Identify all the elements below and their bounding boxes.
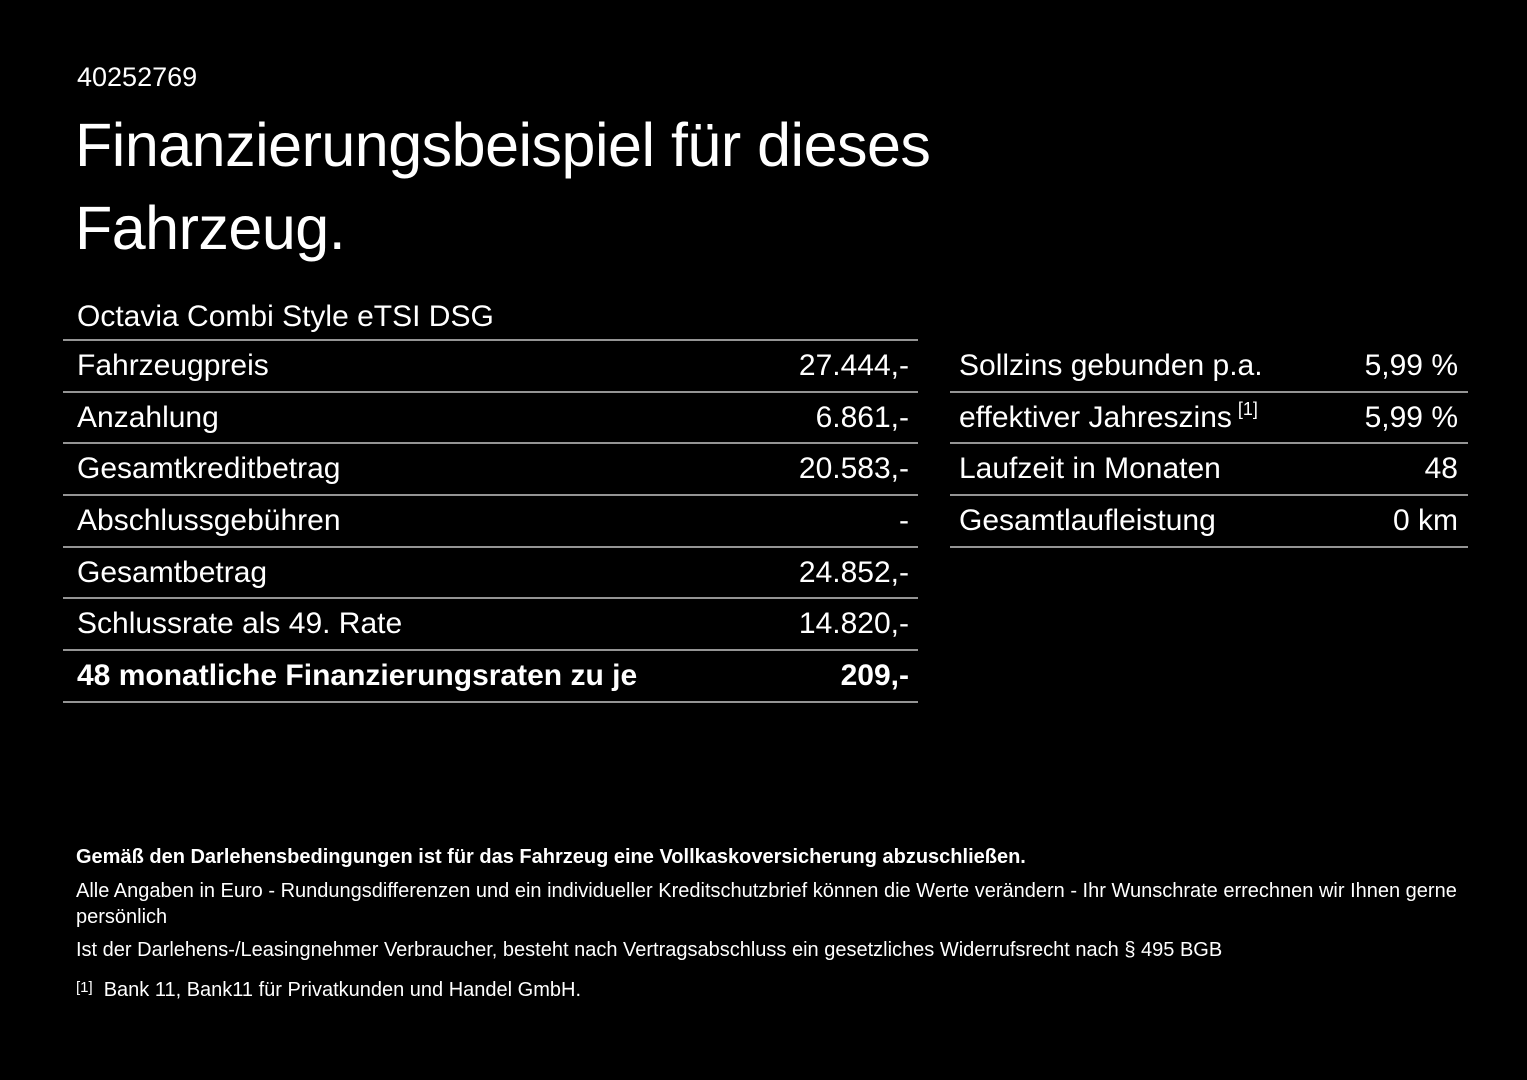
row-label: Gesamtkreditbetrag (77, 452, 341, 486)
euro-note: Alle Angaben in Euro - Rundungsdifferenz… (76, 880, 1457, 928)
legal-footer: Gemäß den Darlehensbedingungen ist für d… (76, 844, 1476, 1005)
table-row: Gesamtkreditbetrag 20.583,- (63, 444, 918, 497)
row-value: 27.444,- (798, 348, 909, 382)
conditions-table: Sollzins gebunden p.a. 5,99 % effektiver… (950, 341, 1468, 548)
row-label-text: effektiver Jahreszins (959, 400, 1232, 434)
row-label: effektiver Jahreszins [1] (959, 398, 1258, 435)
withdrawal-note: Ist der Darlehens-/Leasingnehmer Verbrau… (76, 939, 1223, 961)
financing-table-rows: Fahrzeugpreis 27.444,- Anzahlung 6.861,-… (63, 341, 918, 703)
bank-footnote: [1] Bank 11, Bank11 für Privatkunden und … (76, 977, 1476, 1005)
page-title: Finanzierungsbeispiel für dieses Fahrzeu… (75, 104, 931, 270)
financing-table: Octavia Combi Style eTSI DSG Fahrzeugpre… (63, 294, 918, 703)
insurance-note: Gemäß den Darlehensbedingungen ist für d… (76, 846, 1026, 868)
row-label: Fahrzeugpreis (77, 348, 269, 382)
row-label-text: Gesamtlaufleistung (959, 503, 1216, 537)
page-title-line1: Finanzierungsbeispiel für dieses (75, 111, 931, 179)
row-value: 20.583,- (798, 452, 909, 486)
row-value: 0 km (1392, 503, 1458, 537)
row-label: 48 monatliche Finanzierungsraten zu je (77, 658, 638, 692)
listing-id: 40252769 (77, 62, 198, 92)
row-value: 24.852,- (798, 555, 909, 589)
table-row: Fahrzeugpreis 27.444,- (63, 341, 918, 393)
footnote-marker: [1] (76, 979, 93, 996)
table-row: Gesamtbetrag 24.852,- (63, 548, 918, 600)
table-row: Abschlussgebühren - (63, 496, 918, 548)
table-row: Schlussrate als 49. Rate 14.820,- (63, 599, 918, 652)
row-label: Schlussrate als 49. Rate (77, 607, 403, 641)
row-label: Gesamtlaufleistung (959, 504, 1222, 538)
row-label-text: Sollzins gebunden p.a. (959, 348, 1263, 382)
row-label-text: Laufzeit in Monaten (959, 452, 1221, 486)
table-row: effektiver Jahreszins [1] 5,99 % (950, 393, 1468, 445)
row-value: - (899, 503, 909, 537)
footnote-ref: [1] (1237, 398, 1258, 419)
row-value: 6.861,- (815, 400, 909, 434)
row-value: 209,- (840, 658, 909, 692)
row-value: 48 (1424, 452, 1458, 486)
vehicle-model-header: Octavia Combi Style eTSI DSG (63, 294, 918, 341)
table-row: Anzahlung 6.861,- (63, 393, 918, 445)
row-label: Abschlussgebühren (77, 503, 341, 537)
table-row: Gesamtlaufleistung 0 km (950, 496, 1468, 548)
row-value: 5,99 % (1364, 400, 1458, 434)
footnote-text: Bank 11, Bank11 für Privatkunden und Han… (103, 979, 582, 1001)
table-row: 48 monatliche Finanzierungsraten zu je 2… (63, 651, 918, 703)
row-label: Sollzins gebunden p.a. (959, 349, 1269, 383)
table-row: Laufzeit in Monaten 48 (950, 444, 1468, 497)
row-label: Anzahlung (77, 400, 219, 434)
row-value: 5,99 % (1364, 348, 1458, 382)
table-row: Sollzins gebunden p.a. 5,99 % (950, 341, 1468, 393)
page-title-line2: Fahrzeug. (75, 194, 346, 262)
row-label: Gesamtbetrag (77, 555, 268, 589)
row-value: 14.820,- (798, 607, 909, 641)
conditions-table-rows: Sollzins gebunden p.a. 5,99 % effektiver… (950, 341, 1468, 548)
row-label: Laufzeit in Monaten (959, 452, 1227, 486)
